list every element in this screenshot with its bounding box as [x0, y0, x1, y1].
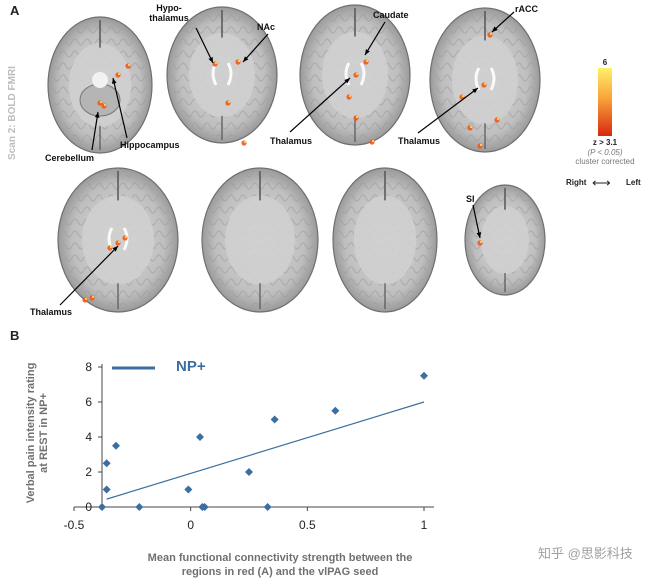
- label-thalamus-2: Thalamus: [398, 136, 441, 146]
- data-point: [270, 415, 279, 424]
- data-point: [184, 485, 193, 494]
- data-point: [102, 485, 111, 494]
- label-thalamus-3: Thalamus: [30, 307, 73, 317]
- label-thalamus-1: Thalamus: [270, 136, 313, 146]
- x-tick-label: -0.5: [64, 518, 85, 532]
- x-tick-label: 1: [421, 518, 428, 532]
- label-nac: NAc: [257, 22, 276, 32]
- label-hippocampus: Hippocampus: [120, 140, 180, 150]
- orientation-right: Right: [566, 178, 587, 187]
- x-tick-label: 0: [187, 518, 194, 532]
- brain-slice: [57, 167, 179, 313]
- data-point: [98, 503, 106, 511]
- brain-slice: [429, 7, 541, 153]
- y-tick-label: 4: [85, 430, 92, 444]
- x-axis-label: Mean functional connectivity strength be…: [80, 551, 480, 579]
- label-hypothalamus: Hypo- thalamus: [149, 3, 189, 23]
- legend-label: NP+: [176, 358, 206, 375]
- annotation-arrow: [364, 21, 386, 56]
- annotation-arrow: [289, 77, 351, 133]
- brain-slice: [464, 184, 546, 296]
- colorbar-min: z > 3.1: [592, 138, 618, 147]
- label-cerebellum: Cerebellum: [45, 153, 95, 163]
- annotation-arrow: [195, 27, 214, 64]
- data-point: [420, 371, 428, 380]
- data-point: [135, 503, 144, 511]
- label-caudate: Caudate: [373, 10, 409, 20]
- data-point: [102, 459, 111, 468]
- brain-slice: [332, 167, 438, 313]
- y-tick-label: 8: [85, 360, 92, 374]
- colorbar-p-note: (P < 0.05): [587, 148, 623, 157]
- colorbar-max: 6: [602, 58, 608, 67]
- panel-b-letter: B: [10, 328, 20, 343]
- brain-slice: [47, 16, 153, 154]
- annotation-arrow: [417, 87, 479, 134]
- y-axis-label: Verbal pain intensity rating at REST in …: [25, 343, 51, 523]
- trend-line: [106, 401, 425, 500]
- data-point: [196, 433, 204, 441]
- y-tick-label: 2: [85, 465, 92, 479]
- y-axis-label-line2: at REST in NP+: [38, 393, 50, 473]
- annotation-arrow: [112, 77, 128, 139]
- y-tick-label: 0: [85, 500, 92, 514]
- x-axis-label-line1: Mean functional connectivity strength be…: [147, 552, 413, 564]
- panel-a-letter: A: [10, 3, 20, 18]
- colorbar: [598, 68, 612, 136]
- orientation-arrow: ⟷: [592, 175, 611, 190]
- x-tick-label: 0.5: [299, 518, 316, 532]
- colorbar-correction: cluster corrected: [575, 157, 635, 166]
- annotation-arrow: [242, 33, 269, 63]
- brain-slice: [201, 167, 319, 313]
- orientation-left: Left: [626, 178, 641, 187]
- brain-slice: [166, 6, 278, 144]
- annotation-arrow: [472, 204, 481, 239]
- data-point: [331, 406, 340, 415]
- data-point: [245, 468, 253, 476]
- data-point: [200, 503, 209, 511]
- brain-slices-figure: [47, 4, 612, 313]
- watermark: 知乎 @思影科技: [538, 546, 633, 561]
- label-racc: rACC: [515, 4, 539, 14]
- data-point: [112, 441, 120, 450]
- y-axis-label-line1: Verbal pain intensity rating: [25, 362, 37, 504]
- x-axis-label-line2: regions in red (A) and the vlPAG seed: [181, 566, 379, 578]
- label-si: SI: [466, 194, 475, 204]
- annotation-arrow: [91, 111, 99, 151]
- data-point: [263, 503, 272, 511]
- annotation-arrow: [59, 245, 119, 306]
- y-tick-label: 6: [85, 395, 92, 409]
